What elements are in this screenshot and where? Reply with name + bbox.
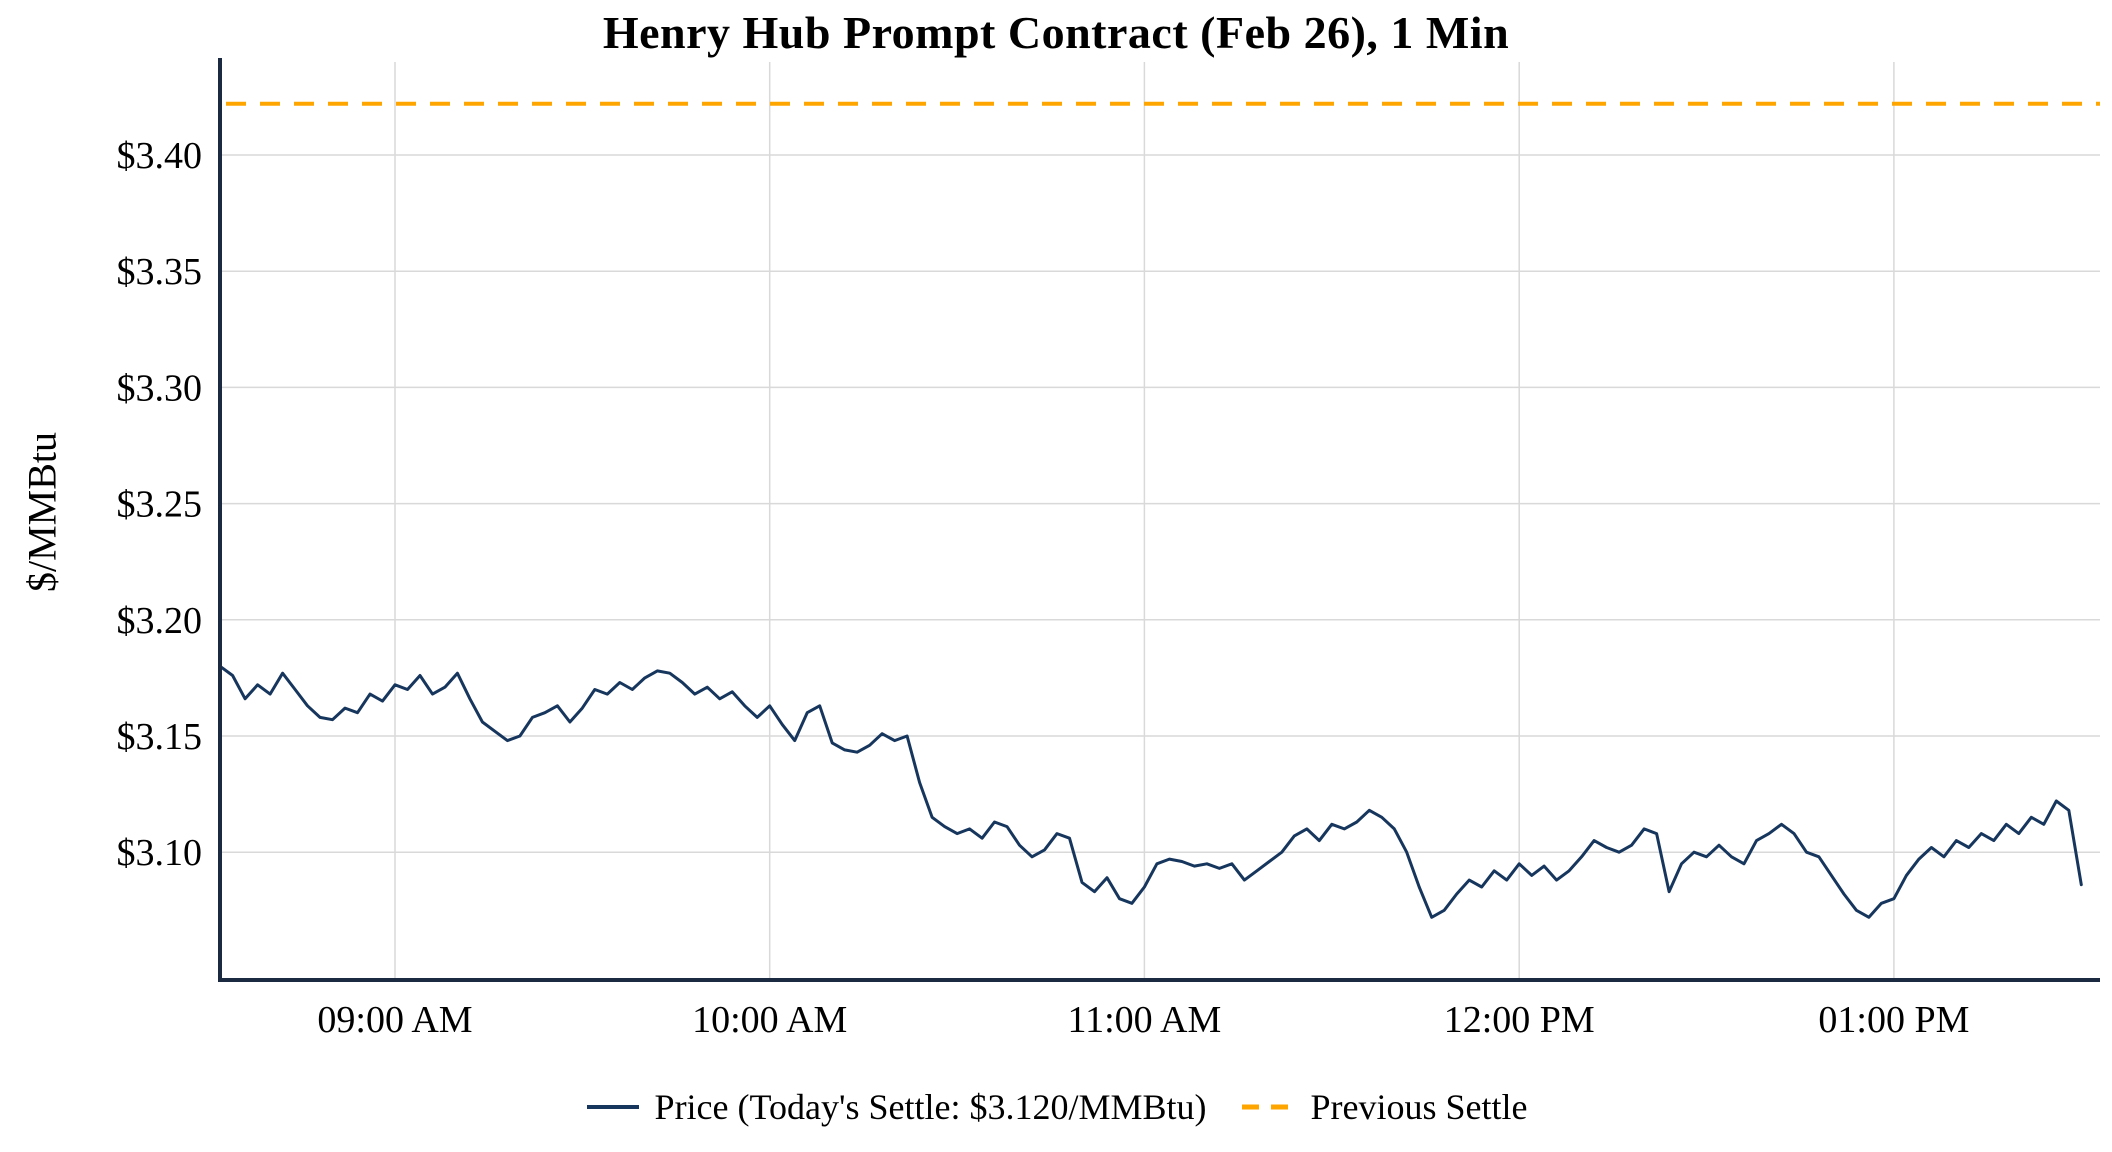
x-tick-label: 09:00 AM bbox=[317, 999, 472, 1041]
chart-title: Henry Hub Prompt Contract (Feb 26), 1 Mi… bbox=[602, 7, 1510, 58]
y-tick-label: $3.25 bbox=[117, 484, 203, 526]
previous-settle-dashed-swatch bbox=[1242, 1104, 1295, 1110]
x-tick-label: 12:00 PM bbox=[1444, 999, 1595, 1041]
legend: Price (Today's Settle: $3.120/MMBtu) Pre… bbox=[0, 1086, 2112, 1128]
x-tick-label: 11:00 AM bbox=[1068, 999, 1222, 1041]
y-tick-label: $3.35 bbox=[117, 251, 203, 293]
x-tick-label: 10:00 AM bbox=[692, 999, 847, 1041]
x-tick-label: 01:00 PM bbox=[1818, 999, 1969, 1041]
legend-label-previous-settle: Previous Settle bbox=[1310, 1087, 1528, 1127]
y-tick-label: $3.40 bbox=[117, 135, 203, 177]
legend-label-price: Price (Today's Settle: $3.120/MMBtu) bbox=[654, 1087, 1207, 1127]
y-tick-label: $3.10 bbox=[117, 832, 203, 874]
y-tick-label: $3.15 bbox=[117, 716, 203, 758]
y-tick-label: $3.30 bbox=[117, 367, 203, 409]
y-tick-label: $3.20 bbox=[117, 600, 203, 642]
legend-item-previous-settle: Previous Settle bbox=[1240, 1086, 1527, 1128]
legend-item-price: Price (Today's Settle: $3.120/MMBtu) bbox=[585, 1086, 1207, 1128]
price-line-swatch bbox=[586, 1105, 639, 1109]
price-line bbox=[218, 664, 2083, 919]
